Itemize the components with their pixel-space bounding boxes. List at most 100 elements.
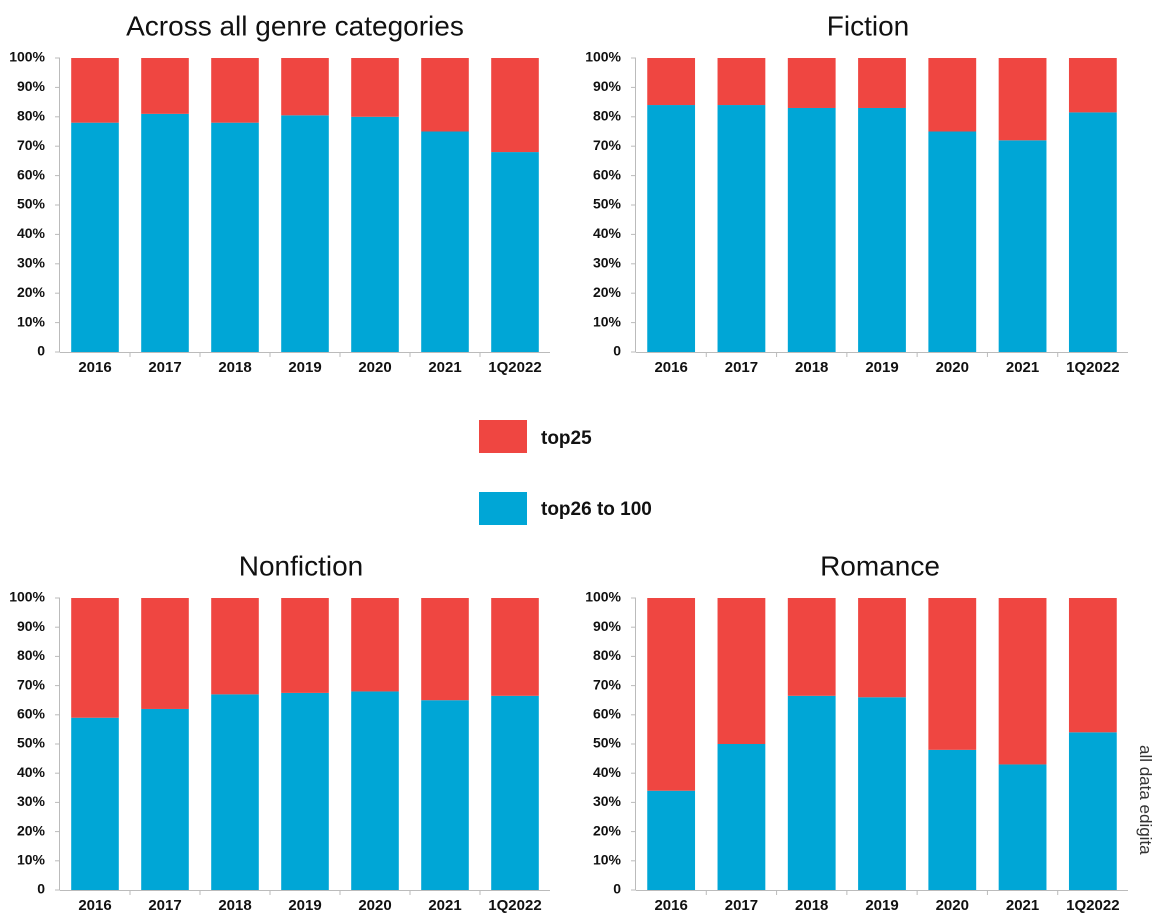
bar-top26-to-100-2017 bbox=[717, 744, 766, 890]
y-tick-label: 30% bbox=[17, 793, 46, 809]
x-tick-label: 1Q2022 bbox=[1066, 359, 1119, 376]
bar-top25-2021 bbox=[998, 58, 1047, 141]
x-tick-label: 2017 bbox=[148, 359, 181, 376]
bar-top26-to-100-2018 bbox=[211, 694, 259, 890]
y-tick-label: 70% bbox=[593, 676, 622, 692]
bar-top26-to-100-2019 bbox=[281, 692, 329, 890]
y-tick-label: 40% bbox=[593, 764, 622, 780]
chart-romance: Romance 0 10% 20% 30% 40% 50% 60% 70% 80% 90% 100% 2… bbox=[585, 550, 1128, 914]
y-tick-label: 40% bbox=[593, 225, 622, 241]
bar-top25-1q2022 bbox=[1068, 58, 1117, 113]
bar-top26-to-100-1q2022 bbox=[1068, 732, 1117, 890]
x-tick-label: 2018 bbox=[218, 897, 251, 914]
bar-top25-2020 bbox=[928, 598, 977, 750]
x-tick-label: 2021 bbox=[1006, 359, 1039, 376]
bar-top25-2020 bbox=[928, 58, 977, 132]
y-tick-label: 20% bbox=[17, 284, 46, 300]
x-tick-label: 2019 bbox=[865, 359, 898, 376]
y-tick-label: 60% bbox=[17, 706, 46, 722]
y-tick-label: 70% bbox=[17, 137, 46, 153]
bar-top26-to-100-2020 bbox=[351, 116, 399, 352]
bar-top25-2017 bbox=[141, 598, 189, 709]
legend-label-top25: top25 bbox=[541, 428, 592, 449]
y-tick-label: 80% bbox=[593, 647, 622, 663]
bar-top26-to-100-2018 bbox=[787, 695, 836, 890]
x-tick-label: 2020 bbox=[936, 359, 969, 376]
legend-item-top25: top25 bbox=[479, 420, 592, 453]
bar-top25-2021 bbox=[998, 598, 1047, 765]
y-tick-label: 10% bbox=[593, 852, 622, 868]
bar-top25-2021 bbox=[421, 58, 469, 132]
bar-top26-to-100-2020 bbox=[928, 131, 977, 352]
x-tick-label: 2016 bbox=[654, 359, 687, 376]
bar-top26-to-100-2019 bbox=[858, 107, 906, 352]
y-tick-label: 10% bbox=[17, 852, 46, 868]
bar-top26-to-100-1q2022 bbox=[491, 695, 539, 890]
legend: top25 top26 to 100 bbox=[479, 420, 652, 525]
source-note: all data edigita bbox=[1136, 745, 1155, 855]
bar-top26-to-100-2017 bbox=[141, 708, 189, 890]
y-tick-label: 30% bbox=[593, 255, 622, 271]
bar-top25-2018 bbox=[787, 58, 836, 108]
bar-top26-to-100-2018 bbox=[211, 122, 259, 353]
bar-top25-2017 bbox=[717, 598, 766, 744]
x-tick-label: 1Q2022 bbox=[1066, 897, 1119, 914]
x-tick-label: 1Q2022 bbox=[488, 897, 541, 914]
x-tick-label: 2018 bbox=[795, 359, 828, 376]
bar-top26-to-100-2021 bbox=[998, 140, 1047, 352]
x-tick-label: 2017 bbox=[725, 359, 758, 376]
bar-top26-to-100-2019 bbox=[858, 697, 906, 890]
x-tick-label: 2020 bbox=[936, 897, 969, 914]
bar-top26-to-100-2021 bbox=[421, 700, 469, 890]
bar-top25-2020 bbox=[351, 598, 399, 692]
x-tick-label: 2020 bbox=[358, 897, 391, 914]
y-tick-label: 60% bbox=[593, 166, 622, 182]
chart-title: Fiction bbox=[827, 10, 909, 41]
y-tick-label: 30% bbox=[593, 793, 622, 809]
chart-title: Nonfiction bbox=[239, 550, 364, 581]
bar-top25-1q2022 bbox=[491, 598, 539, 696]
y-tick-label: 0 bbox=[613, 343, 621, 359]
bar-top25-1q2022 bbox=[491, 58, 539, 153]
y-tick-label: 100% bbox=[9, 589, 45, 605]
x-tick-label: 2016 bbox=[654, 897, 687, 914]
chart-title: Romance bbox=[820, 550, 940, 581]
x-tick-label: 2018 bbox=[218, 359, 251, 376]
y-tick-label: 90% bbox=[593, 618, 622, 634]
bar-top25-2019 bbox=[281, 58, 329, 116]
chart-nonfiction: Nonfiction 0 10% 20% 30% 40% 50% 60% 70% 80% 90% 10… bbox=[9, 550, 550, 914]
bar-top26-to-100-2019 bbox=[281, 115, 329, 352]
y-tick-label: 80% bbox=[17, 108, 46, 124]
bar-top25-2018 bbox=[211, 58, 259, 123]
y-tick-label: 90% bbox=[17, 78, 46, 94]
y-tick-label: 70% bbox=[593, 137, 622, 153]
bar-top25-2016 bbox=[647, 598, 696, 791]
x-tick-label: 2017 bbox=[148, 897, 181, 914]
x-tick-label: 2019 bbox=[865, 897, 898, 914]
chart-fiction: Fiction 0 10% 20% 30% 40% 50% 60% 70% 80% 90% 100% 2… bbox=[585, 10, 1128, 376]
bar-top26-to-100-2020 bbox=[928, 749, 977, 890]
x-tick-label: 1Q2022 bbox=[488, 359, 541, 376]
bar-top26-to-100-2016 bbox=[71, 122, 119, 353]
y-tick-label: 50% bbox=[17, 196, 46, 212]
x-tick-label: 2017 bbox=[725, 897, 758, 914]
bar-top26-to-100-2016 bbox=[647, 790, 696, 890]
y-tick-label: 100% bbox=[9, 49, 45, 65]
bar-top25-2016 bbox=[71, 598, 119, 718]
bar-top26-to-100-2016 bbox=[71, 717, 119, 890]
x-tick-label: 2019 bbox=[288, 897, 321, 914]
bar-top25-2016 bbox=[647, 58, 696, 106]
legend-swatch-top25 bbox=[479, 420, 527, 453]
x-tick-label: 2021 bbox=[428, 359, 461, 376]
y-tick-label: 10% bbox=[593, 313, 622, 329]
y-tick-label: 0 bbox=[37, 343, 45, 359]
charts-layer: Across all genre categories 0 10% 20% 30% 40%… bbox=[9, 10, 1128, 914]
x-tick-label: 2019 bbox=[288, 359, 321, 376]
y-tick-label: 20% bbox=[593, 284, 622, 300]
y-tick-label: 20% bbox=[17, 822, 46, 838]
bar-top25-1q2022 bbox=[1068, 598, 1117, 733]
bar-top25-2016 bbox=[71, 58, 119, 123]
bar-top25-2020 bbox=[351, 58, 399, 117]
x-tick-label: 2016 bbox=[78, 897, 111, 914]
